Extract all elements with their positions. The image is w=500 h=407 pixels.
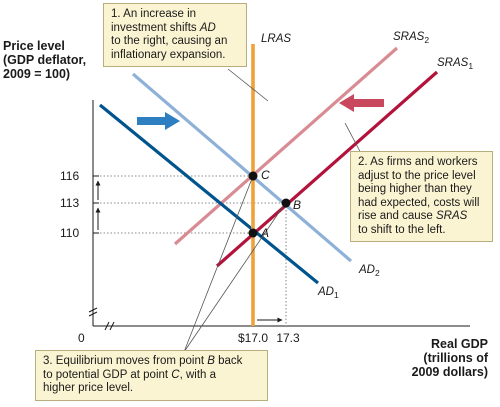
callout-1-line: inflationary expansion. [111,48,226,61]
callout1-connector [227,68,269,102]
callout-1-line: 1. An increase in [111,8,197,20]
callout-3-line: higher price level. [43,382,134,394]
origin-label: 0 [78,331,85,345]
callout-2-line: rise and cause SRAS [358,210,468,222]
series-label-lras: LRAS [261,33,291,45]
callout-1-line: investment shifts AD [111,21,216,34]
callout-2: 2. As firms and workers adjust to the pr… [350,151,493,242]
series-label-ad2: AD2 [358,264,380,278]
callout-3-line: to potential GDP at point C, with a [43,368,217,381]
callout3-connector-b [183,204,285,353]
series-ad2-line [131,72,353,263]
x-tick-17-0: $17.0 [238,331,268,345]
callout-3-line: 3. Equilibrium moves from point B back [43,355,243,367]
y-tick-110: 110 [60,226,79,240]
y-axis-title: Price level (GDP deflator, 2009 = 100) [3,39,86,81]
point-label-b: B [293,198,301,212]
callout-2-line: adjust to the price level [358,169,476,182]
series-sras2-line [173,46,399,246]
ad-shift-arrow [137,112,180,130]
y-tick-113: 113 [60,196,79,210]
callout-1: 1. An increase in investment shifts AD t… [103,3,247,67]
point-label-c: C [261,168,270,182]
point-label-a: A [260,226,269,240]
y-axis-title-line3: 2009 = 100) [3,67,71,81]
x-tick-17-3: 17.3 [276,331,300,345]
point-c [248,171,258,181]
series-label-ad1: AD1 [317,286,339,300]
callout-connectors [183,68,365,353]
sras-shift-arrow [339,94,384,112]
callout-2-line: being higher than they [358,183,472,195]
x-axis-title: Real GDP (trillions of 2009 dollars) [412,337,488,379]
callout-3: 3. Equilibrium moves from point B back t… [35,350,268,401]
axis-break-y [88,307,98,317]
point-a [248,228,258,238]
y-axis-title-line2: (GDP deflator, [3,53,87,67]
x-axis-title-line1: Real GDP [431,337,488,351]
series-ad1-line [98,103,320,285]
series-label-sras2: SRAS2 [393,31,429,45]
x-axis-title-line3: 2009 dollars) [411,365,488,379]
axis-break-x [104,321,115,331]
y-tick-116: 116 [60,169,79,183]
guide-lines [93,175,287,326]
point-b [281,198,291,208]
series-label-sras1: SRAS1 [437,57,473,71]
callout3-connector-a [183,175,254,353]
callout-1-line: to the right, causing an [111,35,228,47]
callout-2-line: to shift to the left. [358,223,446,236]
callout-2-line: 2. As firms and workers [358,156,478,168]
x-axis-title-line2: (trillions of [423,351,488,365]
y-axis-title-line1: Price level [3,39,65,53]
callout-2-line: had expected, costs will [358,196,480,209]
